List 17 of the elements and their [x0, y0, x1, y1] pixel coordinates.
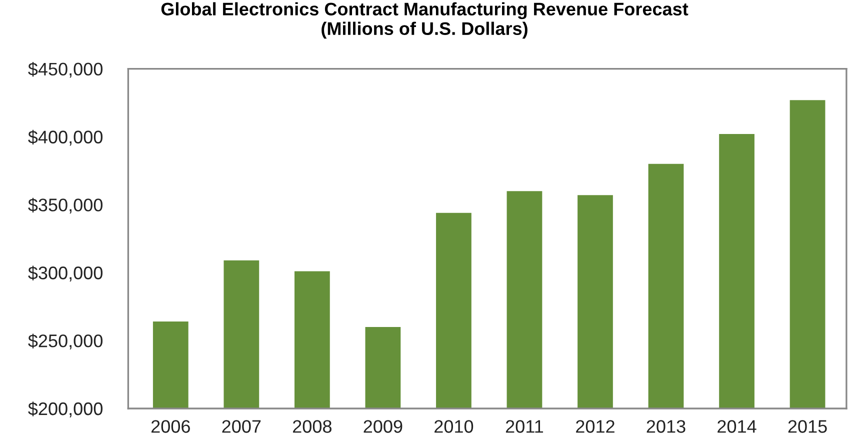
x-tick-label: 2006	[151, 420, 190, 433]
x-tick-label: 2015	[788, 420, 827, 433]
y-tick-label: $200,000	[28, 402, 102, 418]
y-tick-label: $300,000	[28, 266, 102, 282]
x-tick-label: 2013	[646, 420, 686, 433]
x-tick-label: 2009	[364, 420, 402, 433]
x-tick-label: 2014	[718, 420, 756, 433]
x-tick-label: 2010	[434, 420, 474, 433]
y-tick-label: $400,000	[28, 130, 102, 146]
y-tick-label: $350,000	[28, 198, 102, 214]
x-tick-label: 2011	[506, 420, 544, 433]
chart-title: Global Electronics Contract Manufacturing Revenue Forecast (Millions of U.S. Dollars)	[161, 2, 688, 39]
x-tick-label: 2008	[293, 420, 332, 433]
x-tick-label: 2012	[576, 420, 614, 433]
x-tick-label: 2007	[222, 420, 261, 433]
y-tick-label: $450,000	[28, 62, 102, 78]
y-tick-label: $250,000	[28, 334, 102, 350]
